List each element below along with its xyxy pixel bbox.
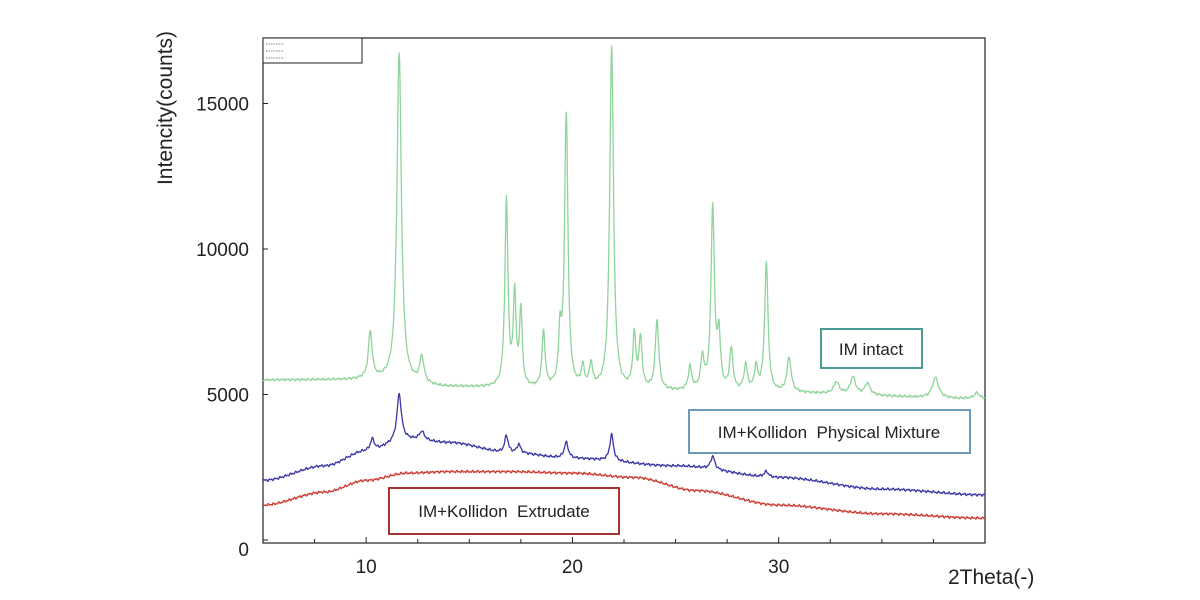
y-tick-label: 0 — [238, 540, 249, 561]
x-axis-title: 2Theta(-) — [948, 566, 1034, 589]
annotation-extrudate: IM+Kollidon Extrudate — [388, 487, 620, 535]
series-line-3 — [262, 469, 986, 520]
annotation-label: IM+Kollidon Physical Mixture — [718, 423, 941, 442]
annotation-box — [388, 487, 620, 535]
annotation-physical-mixture: IM+Kollidon Physical Mixture — [688, 409, 971, 454]
annotation-label: IM intact — [839, 340, 904, 359]
x-axis: 10 20 30 — [314, 537, 934, 578]
y-tick-label: 5000 — [207, 386, 249, 407]
legend — [262, 37, 363, 64]
y-tick-label: 10000 — [196, 240, 249, 261]
y-axis-title: Intencity(counts) — [154, 31, 177, 185]
y-axis: 0 5000 10000 15000 — [196, 95, 268, 561]
annotation-box — [688, 409, 971, 454]
series-layer — [262, 45, 986, 520]
annotation-box — [820, 328, 923, 369]
y-tick-label: 15000 — [196, 95, 249, 116]
annotation-label: IM+Kollidon Extrudate — [418, 502, 590, 521]
series-line-2 — [262, 392, 986, 497]
series-line-1 — [262, 45, 986, 400]
x-tick-label: 30 — [768, 557, 789, 578]
x-tick-label: 20 — [562, 557, 583, 578]
legend-box — [262, 37, 363, 64]
annotation-im-intact: IM intact — [820, 328, 923, 369]
x-tick-label: 10 — [356, 557, 377, 578]
plot-frame — [262, 37, 986, 544]
annotation-layer: IM intact IM+Kollidon Physical Mixture I… — [388, 328, 971, 535]
